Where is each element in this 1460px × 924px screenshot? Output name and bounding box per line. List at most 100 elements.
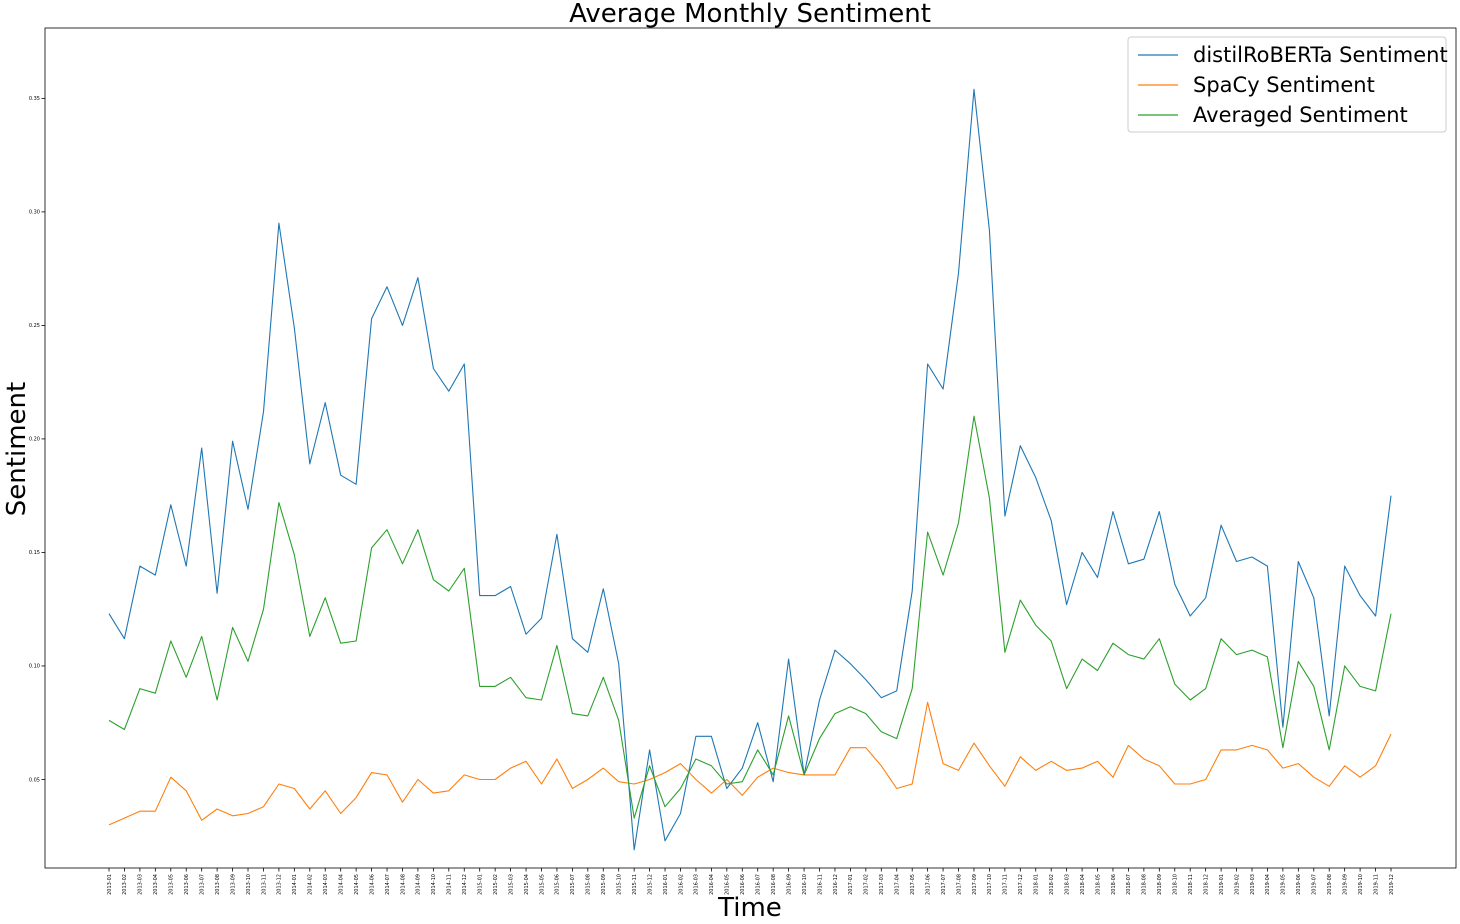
x-tick-label: 2015-01	[477, 874, 483, 895]
x-tick-label: 2014-10	[431, 874, 437, 895]
x-tick-label: 2017-04	[895, 874, 901, 895]
x-tick-label: 2018-03	[1064, 874, 1070, 895]
x-tick-label: 2018-06	[1111, 874, 1117, 895]
x-tick-label: 2014-11	[447, 874, 453, 895]
x-tick-label: 2013-10	[246, 874, 252, 895]
x-tick-label: 2019-06	[1296, 874, 1302, 895]
x-tick-label: 2016-04	[709, 874, 715, 895]
x-tick-label: 2013-12	[277, 874, 283, 895]
chart-title: Average Monthly Sentiment	[569, 0, 931, 29]
x-tick-label: 2016-07	[756, 874, 762, 895]
x-tick-label: 2017-06	[925, 874, 931, 895]
x-tick-label: 2019-03	[1250, 874, 1256, 895]
x-tick-label: 2013-02	[122, 874, 128, 895]
x-tick-label: 2017-01	[848, 874, 854, 895]
legend-label-2: Averaged Sentiment	[1193, 103, 1408, 127]
x-tick-label: 2017-08	[956, 874, 962, 895]
x-tick-label: 2015-11	[632, 874, 638, 895]
series-line-1	[108, 701, 1392, 826]
x-tick-label: 2014-03	[323, 874, 329, 895]
x-tick-label: 2019-09	[1342, 874, 1348, 895]
x-tick-label: 2016-10	[802, 874, 808, 895]
x-tick-label: 2017-11	[1003, 874, 1009, 895]
x-tick-label: 2019-11	[1373, 874, 1379, 895]
x-tick-label: 2014-08	[400, 874, 406, 895]
x-tick-label: 2017-02	[864, 874, 870, 895]
x-tick-label: 2018-12	[1203, 874, 1209, 895]
x-tick-label: 2019-01	[1219, 874, 1225, 895]
x-tick-label: 2017-09	[972, 874, 978, 895]
x-tick-label: 2013-06	[184, 874, 190, 895]
series-line-2	[108, 415, 1392, 819]
plot-area	[44, 27, 1457, 869]
x-tick-label: 2015-10	[617, 874, 623, 895]
x-tick-label: 2015-06	[555, 874, 561, 895]
y-tick-label: 0.10	[29, 664, 40, 670]
x-tick-label: 2014-02	[308, 874, 314, 895]
x-tick-label: 2018-10	[1173, 874, 1179, 895]
x-tick-label: 2016-11	[817, 874, 823, 895]
x-tick-label: 2016-06	[740, 874, 746, 895]
x-tick-label: 2013-04	[153, 874, 159, 895]
x-tick-label: 2016-09	[786, 874, 792, 895]
x-tick-label: 2013-11	[261, 874, 267, 895]
x-tick-label: 2018-02	[1049, 874, 1055, 895]
x-tick-label: 2017-05	[910, 874, 916, 895]
y-tick-label: 0.05	[29, 777, 40, 783]
x-tick-label: 2014-07	[385, 874, 391, 895]
x-tick-label: 2019-05	[1281, 874, 1287, 895]
x-tick-label: 2015-07	[570, 874, 576, 895]
x-tick-label: 2019-04	[1265, 874, 1271, 895]
x-tick-label: 2019-12	[1389, 874, 1395, 895]
legend: distilRoBERTa Sentiment SpaCy Sentiment Av…	[1127, 36, 1448, 133]
x-tick-label: 2014-06	[369, 874, 375, 895]
x-tick-label: 2013-03	[138, 874, 144, 895]
x-axis-label: Time	[717, 893, 782, 923]
x-tick-label: 2016-03	[694, 874, 700, 895]
series-lines	[108, 88, 1392, 851]
x-tick-label: 2018-07	[1126, 874, 1132, 895]
x-tick-label: 2015-12	[647, 874, 653, 895]
x-tick-label: 2017-03	[879, 874, 885, 895]
x-tick-label: 2015-09	[601, 874, 607, 895]
x-tick-label: 2016-05	[725, 874, 731, 895]
y-tick-label: 0.30	[29, 210, 40, 216]
x-tick-label: 2019-02	[1234, 874, 1240, 895]
x-tick-label: 2018-05	[1095, 874, 1101, 895]
x-tick-label: 2013-08	[215, 874, 221, 895]
x-tick-label: 2016-01	[663, 874, 669, 895]
x-tick-label: 2015-05	[539, 874, 545, 895]
x-tick-label: 2017-12	[1018, 874, 1024, 895]
x-tick-label: 2015-03	[508, 874, 514, 895]
x-tick-label: 2013-07	[199, 874, 205, 895]
y-tick-label: 0.35	[29, 96, 40, 102]
series-line-0	[108, 88, 1392, 851]
x-tick-label: 2018-08	[1142, 874, 1148, 895]
x-tick-label: 2013-09	[230, 874, 236, 895]
legend-box	[1127, 36, 1447, 133]
x-tick-label: 2014-04	[338, 874, 344, 895]
x-tick-label: 2019-08	[1327, 874, 1333, 895]
x-tick-label: 2014-12	[462, 874, 468, 895]
x-tick-label: 2016-08	[771, 874, 777, 895]
x-tick-label: 2015-04	[524, 874, 530, 895]
y-tick-label: 0.20	[29, 437, 40, 443]
x-tick-label: 2014-05	[354, 874, 360, 895]
x-axis: 2013-01 2013-02 2013-03 2013-04 2013-05 2013-…	[107, 868, 1395, 895]
x-tick-label: 2018-04	[1080, 874, 1086, 895]
x-tick-label: 2018-01	[1034, 874, 1040, 895]
x-tick-label: 2019-10	[1358, 874, 1364, 895]
legend-label-0: distilRoBERTa Sentiment	[1193, 43, 1448, 67]
x-tick-label: 2017-07	[941, 874, 947, 895]
y-axis: 0.05 0.10 0.15 0.20 0.25 0.30 0.35	[29, 96, 45, 783]
x-tick-label: 2016-02	[678, 874, 684, 895]
x-tick-label: 2018-09	[1157, 874, 1163, 895]
x-tick-label: 2017-10	[987, 874, 993, 895]
x-tick-label: 2014-01	[292, 874, 298, 895]
x-tick-label: 2014-09	[416, 874, 422, 895]
x-tick-label: 2013-05	[169, 874, 175, 895]
y-tick-label: 0.15	[29, 550, 40, 556]
x-tick-label: 2015-02	[493, 874, 499, 895]
y-axis-label: Sentiment	[2, 382, 32, 516]
